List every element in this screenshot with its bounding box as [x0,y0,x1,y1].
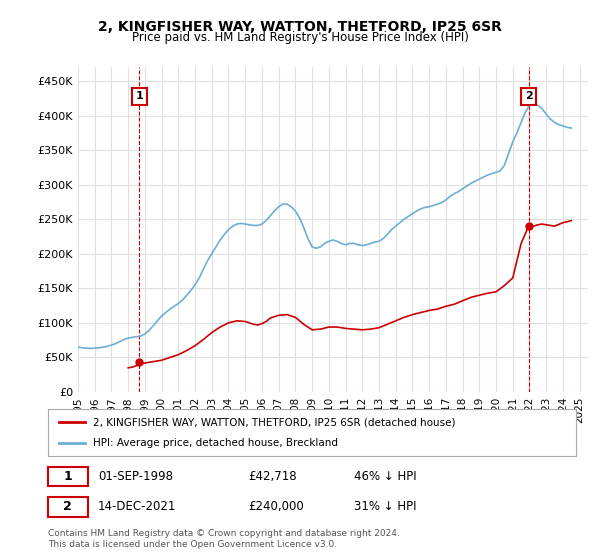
Text: £42,718: £42,718 [248,470,297,483]
Text: 2: 2 [64,500,72,514]
Text: 14-DEC-2021: 14-DEC-2021 [98,500,176,514]
Text: 1: 1 [136,91,143,101]
Text: 2, KINGFISHER WAY, WATTON, THETFORD, IP25 6SR (detached house): 2, KINGFISHER WAY, WATTON, THETFORD, IP2… [93,417,455,427]
Text: £240,000: £240,000 [248,500,304,514]
Text: 2, KINGFISHER WAY, WATTON, THETFORD, IP25 6SR: 2, KINGFISHER WAY, WATTON, THETFORD, IP2… [98,20,502,34]
FancyBboxPatch shape [48,497,88,516]
Text: 46% ↓ HPI: 46% ↓ HPI [354,470,417,483]
Text: Contains HM Land Registry data © Crown copyright and database right 2024.
This d: Contains HM Land Registry data © Crown c… [48,529,400,549]
Text: 2: 2 [525,91,533,101]
Text: 01-SEP-1998: 01-SEP-1998 [98,470,173,483]
Text: HPI: Average price, detached house, Breckland: HPI: Average price, detached house, Brec… [93,438,338,448]
Text: 1: 1 [64,470,72,483]
Text: Price paid vs. HM Land Registry's House Price Index (HPI): Price paid vs. HM Land Registry's House … [131,31,469,44]
FancyBboxPatch shape [48,467,88,486]
Text: 31% ↓ HPI: 31% ↓ HPI [354,500,417,514]
